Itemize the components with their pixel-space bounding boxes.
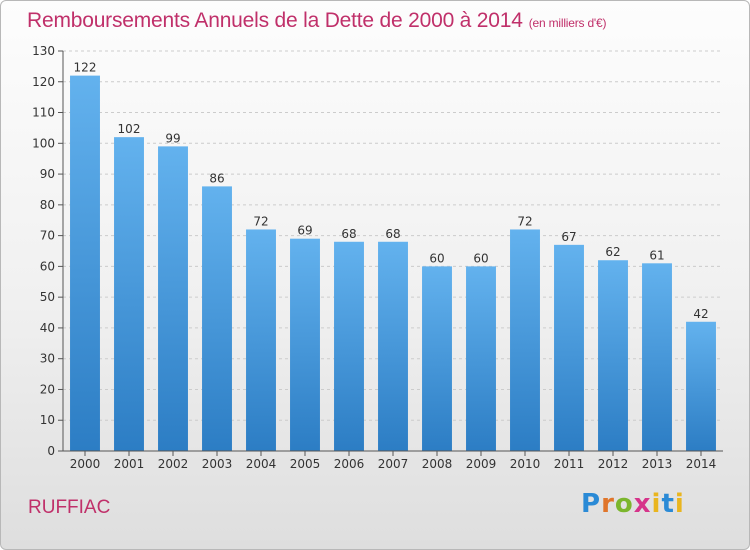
y-tick-label: 30 bbox=[40, 352, 55, 366]
x-tick-label-2005: 2005 bbox=[290, 457, 321, 471]
x-tick-label-2002: 2002 bbox=[158, 457, 189, 471]
x-tick-label-2007: 2007 bbox=[378, 457, 409, 471]
y-tick-label: 50 bbox=[40, 290, 55, 304]
y-tick-label: 120 bbox=[32, 75, 55, 89]
x-tick-label-2012: 2012 bbox=[598, 457, 629, 471]
chart-subtitle: (en milliers d'€) bbox=[528, 16, 607, 30]
logo-letter: o bbox=[614, 489, 634, 519]
x-tick-label-2000: 2000 bbox=[70, 457, 101, 471]
logo-letter: i bbox=[674, 489, 685, 519]
logo-letter: i bbox=[651, 489, 662, 519]
bar-2010 bbox=[510, 229, 540, 451]
data-label-2008: 60 bbox=[429, 251, 444, 265]
data-label-2010: 72 bbox=[517, 214, 532, 228]
x-tick-label-2006: 2006 bbox=[334, 457, 365, 471]
data-label-2009: 60 bbox=[473, 251, 488, 265]
x-tick-label-2014: 2014 bbox=[686, 457, 717, 471]
x-tick-labels: 2000 2001 2002 2003 2004 2005 2006 2007 2008 2009… bbox=[70, 457, 717, 471]
data-label-2001: 102 bbox=[118, 122, 141, 136]
y-tick-label: 100 bbox=[32, 136, 55, 150]
y-tick-label: 70 bbox=[40, 229, 55, 243]
bar-2003 bbox=[202, 186, 232, 451]
x-tick-label-2009: 2009 bbox=[466, 457, 497, 471]
x-tick-label-2004: 2004 bbox=[246, 457, 277, 471]
data-label-2013: 61 bbox=[649, 248, 664, 262]
bar-chart: 0 10 20 30 40 50 60 70 80 90 100 110 120 130 2000 2001… bbox=[32, 44, 723, 471]
bar-2002 bbox=[158, 146, 188, 451]
x-tick-label-2013: 2013 bbox=[642, 457, 673, 471]
x-tick-label-2001: 2001 bbox=[114, 457, 145, 471]
data-label-2011: 67 bbox=[561, 230, 576, 244]
data-label-2007: 68 bbox=[385, 227, 400, 241]
x-tick-label-2011: 2011 bbox=[554, 457, 585, 471]
y-tick-label: 60 bbox=[40, 259, 55, 273]
data-label-2014: 42 bbox=[693, 307, 708, 321]
logo-letter: P bbox=[581, 489, 602, 519]
bar-2014 bbox=[686, 321, 716, 451]
bar-2000 bbox=[70, 75, 100, 451]
y-tick-label: 0 bbox=[47, 444, 55, 458]
y-tick-label: 130 bbox=[32, 44, 55, 58]
data-label-2012: 62 bbox=[605, 245, 620, 259]
y-tick-labels: 0 10 20 30 40 50 60 70 80 90 100 110 120 130 bbox=[32, 44, 55, 458]
data-label-2003: 86 bbox=[209, 171, 224, 185]
proxiti-logo[interactable]: Proxiti bbox=[581, 489, 685, 519]
y-tick-label: 90 bbox=[40, 167, 55, 181]
bar-2001 bbox=[114, 137, 144, 451]
y-tick-label: 40 bbox=[40, 321, 55, 335]
commune-name: RUFFIAC bbox=[28, 497, 111, 518]
bar-2006 bbox=[334, 241, 364, 451]
y-tick-label: 110 bbox=[32, 106, 55, 120]
data-label-2000: 122 bbox=[74, 61, 97, 75]
data-label-2005: 69 bbox=[297, 224, 312, 238]
data-label-2006: 68 bbox=[341, 227, 356, 241]
chart-title-text: Remboursements Annuels de la Dette de 20… bbox=[27, 9, 523, 32]
bar-2011 bbox=[554, 244, 584, 451]
bar-2012 bbox=[598, 260, 628, 451]
y-tick-label: 10 bbox=[40, 413, 55, 427]
data-label-2002: 99 bbox=[165, 131, 180, 145]
bar-2004 bbox=[246, 229, 276, 451]
logo-letter: t bbox=[661, 489, 675, 519]
bar-2013 bbox=[642, 263, 672, 451]
x-tick-label-2010: 2010 bbox=[510, 457, 541, 471]
logo-letter: r bbox=[601, 489, 615, 519]
x-tick-label-2003: 2003 bbox=[202, 457, 233, 471]
bar-2009 bbox=[466, 266, 496, 451]
y-tick-label: 80 bbox=[40, 198, 55, 212]
axes bbox=[58, 50, 723, 456]
bars bbox=[70, 75, 716, 451]
bar-2008 bbox=[422, 266, 452, 451]
bar-2007 bbox=[378, 241, 408, 451]
y-tick-label: 20 bbox=[40, 382, 55, 396]
logo-letter: x bbox=[633, 489, 652, 519]
data-labels: 122 102 99 86 72 69 68 68 60 60 72 67 62 61 42 bbox=[74, 61, 709, 321]
x-tick-label-2008: 2008 bbox=[422, 457, 453, 471]
bar-2005 bbox=[290, 238, 320, 451]
chart-title: Remboursements Annuels de la Dette de 20… bbox=[27, 9, 606, 33]
data-label-2004: 72 bbox=[253, 214, 268, 228]
